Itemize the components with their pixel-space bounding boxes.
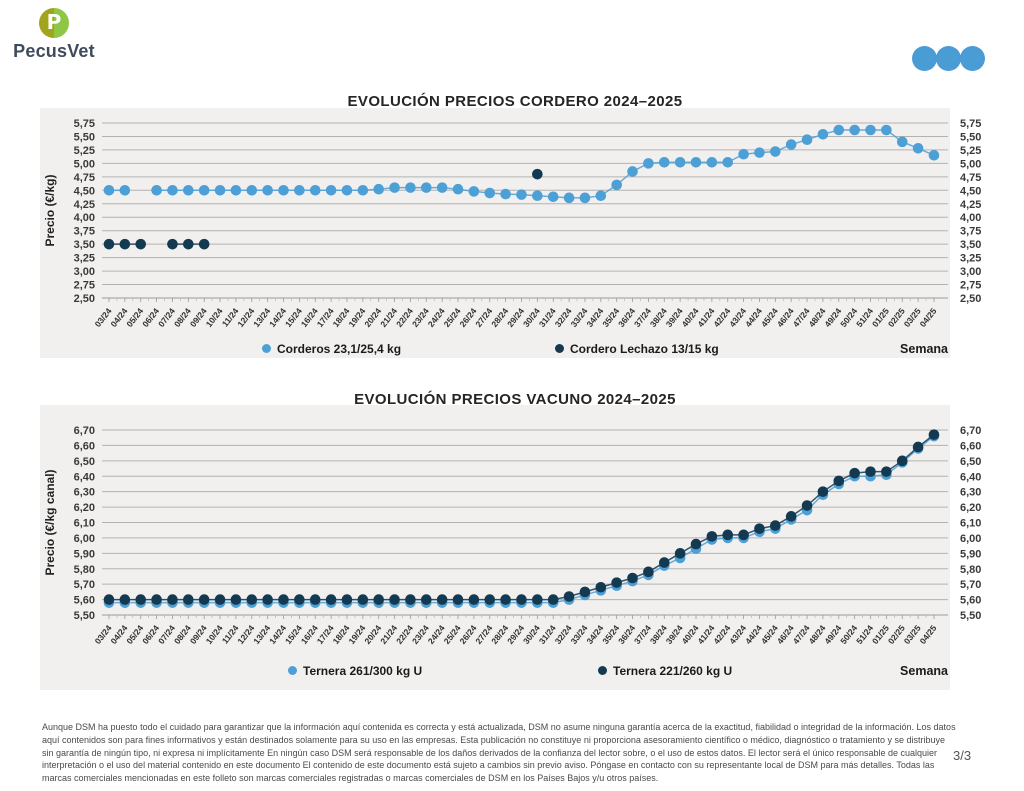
pecusvet-logo-icon: P xyxy=(39,8,69,38)
svg-text:6,60: 6,60 xyxy=(74,440,95,452)
svg-text:5,50: 5,50 xyxy=(74,610,95,622)
svg-text:3,00: 3,00 xyxy=(960,266,981,278)
series-cordero-lechazo-13-15-kg xyxy=(103,168,543,250)
svg-text:3,00: 3,00 xyxy=(74,266,95,278)
svg-text:Precio (€/kg): Precio (€/kg) xyxy=(43,174,57,246)
svg-text:6,00: 6,00 xyxy=(960,533,981,545)
svg-text:4,00: 4,00 xyxy=(960,212,981,224)
svg-text:4,50: 4,50 xyxy=(74,185,95,197)
brand-name: PecusVet xyxy=(13,41,95,61)
svg-text:6,10: 6,10 xyxy=(74,518,95,530)
legend-dot-navy-icon xyxy=(555,344,564,353)
legend-label-ternera-221-260: Ternera 221/260 kg U xyxy=(613,664,733,678)
logo-letter: P xyxy=(46,10,62,34)
svg-text:5,90: 5,90 xyxy=(960,548,981,560)
svg-text:4,25: 4,25 xyxy=(960,199,981,211)
series-corderos-23-1-25-4-kg xyxy=(103,124,940,204)
legend-dot-navy-icon xyxy=(598,666,607,675)
svg-text:4,75: 4,75 xyxy=(960,172,981,184)
svg-text:5,60: 5,60 xyxy=(960,595,981,607)
svg-text:Precio (€/kg canal): Precio (€/kg canal) xyxy=(43,469,57,575)
legend-dot-lightblue-icon xyxy=(288,666,297,675)
legend-dot-lightblue-icon xyxy=(262,344,271,353)
svg-text:6,30: 6,30 xyxy=(74,487,95,499)
svg-text:6,20: 6,20 xyxy=(960,502,981,514)
pagination-dots[interactable] xyxy=(912,46,985,71)
svg-text:5,80: 5,80 xyxy=(960,564,981,576)
legend-item-corderos: Corderos 23,1/25,4 kg xyxy=(262,342,401,356)
chart1-title: EVOLUCIÓN PRECIOS CORDERO 2024–2025 xyxy=(347,93,683,111)
chart2-panel: 6,70 6,70 6,60 6,60 6,50 6,50 6,40 6,40 6,30 6,30… xyxy=(40,405,990,690)
legend-item-ternera-261-300: Ternera 261/300 kg U xyxy=(288,664,422,678)
pecusvet-logo: P PecusVet xyxy=(8,8,100,62)
chart1-panel: 5,75 5,75 5,50 5,50 5,25 5,25 5,00 5,00 4,75 4,75… xyxy=(40,108,990,358)
pagination-dot[interactable] xyxy=(912,46,937,71)
svg-text:5,25: 5,25 xyxy=(74,145,95,157)
svg-text:2,50: 2,50 xyxy=(74,293,95,305)
chart1-plot: 5,75 5,755,50 5,505,25 5,255,00 5,004,75 4,75… xyxy=(40,108,982,358)
svg-text:5,70: 5,70 xyxy=(960,579,981,591)
svg-text:5,75: 5,75 xyxy=(74,118,95,130)
svg-text:3,75: 3,75 xyxy=(960,226,981,238)
legend-item-lechazo: Cordero Lechazo 13/15 kg xyxy=(555,342,719,356)
series-ternera-221-260-kg-u xyxy=(103,429,940,605)
pagination-dot[interactable] xyxy=(960,46,985,71)
svg-text:6,10: 6,10 xyxy=(960,518,981,530)
svg-text:6,00: 6,00 xyxy=(74,533,95,545)
svg-text:5,60: 5,60 xyxy=(74,595,95,607)
chart2-plot: 6,70 6,70 6,60 6,60 6,50 6,50 6,40 6,40 6,30 6,30… xyxy=(40,405,981,690)
svg-text:5,75: 5,75 xyxy=(960,118,981,130)
legend-item-ternera-221-260: Ternera 221/260 kg U xyxy=(598,664,732,678)
svg-text:3,75: 3,75 xyxy=(74,226,95,238)
disclaimer-text: Aunque DSM ha puesto todo el cuidado par… xyxy=(42,722,956,784)
svg-text:4,75: 4,75 xyxy=(74,172,95,184)
svg-text:2,75: 2,75 xyxy=(960,280,981,292)
svg-text:6,20: 6,20 xyxy=(74,502,95,514)
svg-text:6,50: 6,50 xyxy=(74,456,95,468)
svg-text:4,00: 4,00 xyxy=(74,212,95,224)
legend-label-lechazo: Cordero Lechazo 13/15 kg xyxy=(570,342,719,356)
svg-text:5,00: 5,00 xyxy=(74,158,95,170)
legend-label-ternera-261-300: Ternera 261/300 kg U xyxy=(303,664,423,678)
chart2-title: EVOLUCIÓN PRECIOS VACUNO 2024–2025 xyxy=(354,391,676,409)
svg-text:5,90: 5,90 xyxy=(74,548,95,560)
svg-text:6,40: 6,40 xyxy=(74,471,95,483)
svg-text:2,50: 2,50 xyxy=(960,293,981,305)
svg-text:4,25: 4,25 xyxy=(74,199,95,211)
svg-text:5,50: 5,50 xyxy=(74,131,95,143)
svg-text:5,70: 5,70 xyxy=(74,579,95,591)
svg-text:3,50: 3,50 xyxy=(74,239,95,251)
svg-text:6,60: 6,60 xyxy=(960,440,981,452)
svg-text:6,30: 6,30 xyxy=(960,487,981,499)
svg-text:6,50: 6,50 xyxy=(960,456,981,468)
svg-text:6,70: 6,70 xyxy=(74,425,95,437)
svg-text:5,50: 5,50 xyxy=(960,131,981,143)
svg-text:5,50: 5,50 xyxy=(960,610,981,622)
svg-text:3,25: 3,25 xyxy=(960,253,981,265)
chart1-xaxis-title: Semana xyxy=(900,342,948,356)
svg-text:6,70: 6,70 xyxy=(960,425,981,437)
gridlines: 5,75 5,755,50 5,505,25 5,255,00 5,004,75 4,75… xyxy=(74,118,982,305)
legend-label-corderos: Corderos 23,1/25,4 kg xyxy=(277,342,402,356)
page-number: 3/3 xyxy=(953,748,972,763)
svg-text:5,25: 5,25 xyxy=(960,145,981,157)
svg-text:3,50: 3,50 xyxy=(960,239,981,251)
svg-text:4,50: 4,50 xyxy=(960,185,981,197)
svg-text:6,40: 6,40 xyxy=(960,471,981,483)
chart2-xaxis-title: Semana xyxy=(900,664,948,678)
pagination-dot[interactable] xyxy=(936,46,961,71)
svg-text:5,00: 5,00 xyxy=(960,158,981,170)
svg-text:5,80: 5,80 xyxy=(74,564,95,576)
svg-text:3,25: 3,25 xyxy=(74,253,95,265)
svg-text:2,75: 2,75 xyxy=(74,280,95,292)
